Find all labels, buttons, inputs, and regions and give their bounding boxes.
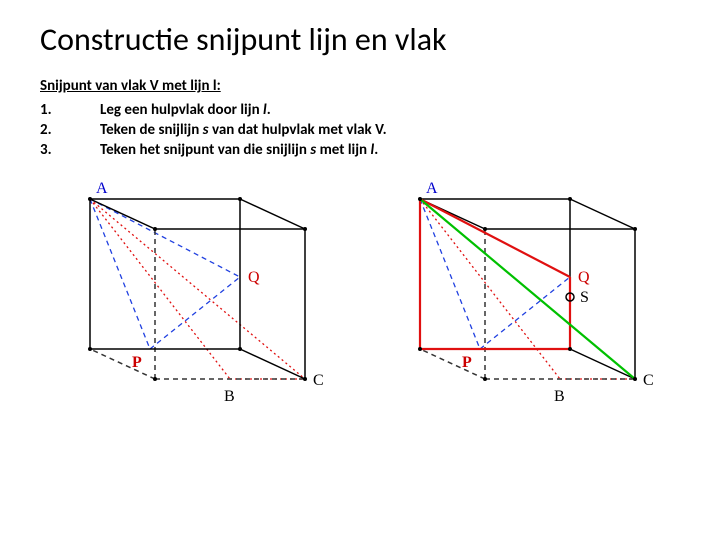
- svg-text:P: P: [132, 354, 142, 371]
- step-num: 1.: [40, 101, 100, 119]
- svg-text:Q: Q: [578, 269, 590, 286]
- step-3: 3. Teken het snijpunt van die snijlijn s…: [40, 141, 680, 159]
- step-list: 1. Leg een hulpvlak door lijn l. 2. Teke…: [40, 101, 680, 159]
- step-text: Teken de snijlijn s van dat hulpvlak met…: [100, 121, 387, 139]
- svg-text:B: B: [554, 388, 565, 405]
- cube-diagram-left: A Q P B C: [50, 169, 340, 414]
- step-1: 1. Leg een hulpvlak door lijn l.: [40, 101, 680, 119]
- diagram-row: A Q P B C S A Q P B C: [50, 169, 680, 414]
- svg-text:C: C: [643, 372, 654, 389]
- step-num: 2.: [40, 121, 100, 139]
- step-2: 2. Teken de snijlijn s van dat hulpvlak …: [40, 121, 680, 139]
- step-text: Teken het snijpunt van die snijlijn s me…: [100, 141, 378, 159]
- svg-text:S: S: [580, 289, 589, 306]
- step-num: 3.: [40, 141, 100, 159]
- svg-text:C: C: [313, 372, 324, 389]
- cube-diagram-right: S A Q P B C: [380, 169, 670, 414]
- svg-text:Q: Q: [248, 269, 260, 286]
- svg-text:A: A: [96, 180, 108, 197]
- svg-text:P: P: [462, 354, 472, 371]
- svg-text:A: A: [426, 180, 438, 197]
- svg-text:B: B: [224, 388, 235, 405]
- page-title: Constructie snijpunt lijn en vlak: [40, 20, 680, 59]
- subtitle: Snijpunt van vlak V met lijn l:: [40, 77, 680, 95]
- step-text: Leg een hulpvlak door lijn l.: [100, 101, 271, 119]
